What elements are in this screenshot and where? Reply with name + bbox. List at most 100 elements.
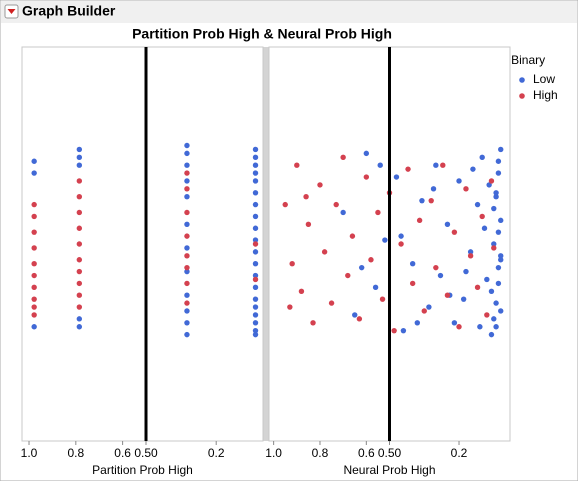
x-tick-label: 0.6 (114, 446, 131, 460)
point (474, 284, 481, 291)
point (467, 249, 474, 255)
legend-label: High (533, 88, 558, 102)
point (252, 225, 259, 231)
point (484, 312, 490, 318)
point (252, 331, 259, 338)
point (363, 174, 370, 180)
point (252, 261, 259, 267)
point (184, 245, 190, 251)
point (76, 154, 83, 161)
point (184, 142, 190, 149)
point (76, 241, 83, 247)
point (31, 201, 37, 208)
point (184, 331, 190, 338)
point (31, 324, 37, 330)
point (184, 170, 190, 176)
point (352, 312, 358, 318)
point (488, 331, 495, 338)
point (252, 320, 259, 326)
point (321, 249, 328, 255)
point (184, 268, 190, 275)
x-axis-label: Partition Prob High (92, 463, 193, 477)
point (484, 276, 490, 283)
point (391, 327, 397, 334)
point (368, 257, 374, 263)
x-tick-label: 0.50 (378, 446, 402, 460)
point (184, 320, 190, 326)
point (456, 324, 462, 330)
point (481, 225, 488, 231)
point (444, 221, 451, 227)
point (76, 268, 83, 275)
point (252, 170, 259, 176)
point (467, 253, 474, 259)
point (405, 166, 411, 172)
point (76, 292, 83, 298)
point (294, 162, 300, 168)
point (444, 292, 451, 298)
point (495, 170, 502, 176)
point (252, 312, 259, 318)
point (498, 253, 504, 259)
point (298, 288, 305, 294)
menu-triangle (7, 9, 16, 14)
point (76, 257, 83, 263)
point (375, 209, 381, 216)
point (495, 280, 502, 287)
point (31, 158, 37, 164)
point (349, 233, 356, 239)
point (184, 233, 190, 239)
point (31, 229, 37, 235)
point (252, 327, 259, 334)
point (31, 284, 37, 291)
x-tick-label: 1.0 (265, 446, 282, 460)
point (31, 213, 37, 220)
point (416, 217, 423, 224)
point (184, 178, 190, 184)
point (488, 178, 495, 184)
point (184, 162, 190, 168)
point (477, 324, 483, 330)
point (493, 190, 499, 196)
point (493, 194, 499, 200)
point (184, 221, 190, 227)
point (252, 162, 259, 168)
plot-frame (21, 46, 264, 442)
x-tick-label: 0.8 (67, 446, 84, 460)
point (470, 166, 476, 172)
point (460, 296, 467, 302)
point (433, 162, 439, 168)
point (498, 257, 504, 263)
point (76, 178, 83, 184)
point (358, 264, 365, 271)
point (184, 280, 190, 287)
x-tick-label: 0.50 (134, 446, 158, 460)
point (498, 308, 504, 314)
point (495, 229, 502, 235)
point (76, 194, 83, 200)
point (398, 241, 404, 247)
point (498, 146, 504, 153)
point (451, 320, 458, 326)
point (252, 241, 259, 247)
point (252, 237, 259, 243)
x-tick-label: 0.2 (451, 446, 468, 460)
point (372, 284, 379, 291)
chart-title: Partition Prob High & Neural Prob High (132, 26, 392, 42)
point (317, 182, 323, 188)
point (340, 154, 346, 161)
point (356, 316, 363, 322)
point (479, 213, 485, 220)
point (421, 308, 427, 314)
point (31, 304, 37, 310)
x-tick-label: 0.8 (312, 446, 329, 460)
point (184, 209, 190, 216)
point (31, 170, 37, 176)
point (486, 182, 492, 188)
point (184, 253, 190, 259)
point (379, 296, 386, 302)
point (31, 272, 37, 279)
point (428, 197, 434, 204)
point (76, 146, 83, 153)
point (252, 190, 259, 196)
